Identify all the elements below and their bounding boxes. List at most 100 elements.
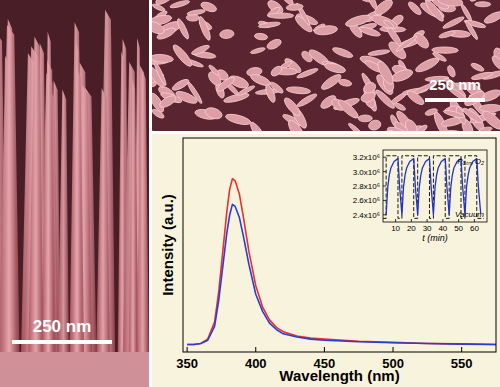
sem-column — [96, 88, 110, 352]
sem-flake — [336, 97, 361, 120]
sem-column — [42, 77, 54, 352]
sem-column — [58, 89, 69, 352]
sem-flake — [414, 55, 441, 74]
inset-line — [386, 159, 481, 215]
sem-flake — [464, 20, 479, 41]
sem-flake — [191, 44, 211, 57]
x-tick — [461, 347, 462, 352]
inset-x-tick — [427, 219, 428, 222]
inset-x-tick — [474, 219, 475, 222]
sem-flake — [370, 13, 399, 32]
sem-flake — [490, 54, 500, 71]
inset-x-axis-label: t (min) — [422, 233, 448, 243]
sem-flake — [278, 0, 295, 7]
sem-flake — [152, 60, 167, 86]
inset-y-tick — [383, 186, 386, 187]
spectrum-line — [187, 204, 496, 344]
sem-flake — [158, 94, 178, 110]
sem-flake — [438, 30, 455, 40]
sem-flake — [169, 0, 190, 9]
sem-flake — [443, 109, 465, 119]
inset-y-tick-label: 2.4x10⁶ — [353, 211, 380, 220]
sem-background — [152, 0, 500, 131]
sem-background — [0, 0, 149, 387]
sem-flake — [424, 107, 438, 116]
inset-marks — [383, 156, 484, 219]
sem-top-view — [152, 0, 500, 131]
sem-flake — [219, 29, 234, 39]
sem-substrate — [0, 352, 149, 387]
sem-flake — [362, 80, 378, 95]
sem-cross-section — [0, 0, 149, 387]
sem-flake — [461, 106, 484, 125]
sem-flake — [368, 49, 390, 57]
chart-background — [152, 134, 500, 387]
sem-flake — [442, 15, 465, 30]
sem-flake — [286, 3, 303, 11]
sem-flake — [479, 126, 493, 131]
sem-column — [0, 25, 20, 352]
sem-flake — [258, 21, 281, 29]
sem-flake — [394, 102, 407, 112]
scale-bar — [12, 340, 112, 344]
sem-flake — [225, 112, 252, 126]
sem-flake — [296, 67, 319, 79]
annotation: Vacuum — [455, 210, 484, 219]
annotation: Pₐₜₘ O₂ — [457, 157, 484, 166]
sem-flake — [412, 31, 431, 51]
x-tick — [187, 347, 188, 352]
sem-flake — [344, 13, 371, 29]
sem-column — [28, 37, 43, 352]
sem-flake — [480, 108, 500, 131]
sem-flake — [176, 18, 191, 41]
sem-flake — [483, 10, 500, 26]
sem-column — [41, 60, 55, 352]
sem-flake — [424, 0, 448, 3]
sem-flake — [248, 120, 270, 131]
inset-frame — [383, 150, 487, 222]
sem-flake — [152, 54, 174, 64]
sem-flake — [470, 62, 485, 73]
sem-column — [123, 62, 139, 352]
sem-flake — [171, 77, 190, 92]
inset-x-tick — [442, 219, 443, 222]
sem-flake — [286, 86, 311, 95]
sem-flake — [432, 47, 459, 54]
sem-flake — [197, 15, 212, 41]
inset-x-tick-label: 20 — [407, 224, 416, 233]
sem-flake — [360, 72, 377, 96]
sem-column — [70, 67, 84, 352]
sem-flake — [152, 130, 160, 131]
sem-flake — [374, 88, 397, 110]
plot-frame — [183, 138, 496, 352]
sem-flake — [152, 19, 166, 36]
sem-flake — [383, 19, 395, 30]
sem-flake — [204, 106, 224, 121]
sem-flake — [174, 89, 198, 106]
inset-x-tick-label: 40 — [438, 224, 447, 233]
inset-y-tick — [383, 200, 386, 201]
sem-flake — [407, 0, 423, 16]
sem-flake — [268, 13, 294, 18]
sem-flake — [254, 33, 268, 41]
inset-y-tick-label: 3.0x10⁶ — [353, 168, 380, 177]
scale-label: 250 nm — [33, 317, 92, 336]
sem-flake — [390, 67, 414, 83]
inset-x-tick-label: 50 — [454, 224, 463, 233]
inset-y-tick — [383, 214, 386, 215]
sem-flake — [266, 37, 283, 51]
sem-flake — [375, 59, 396, 86]
sem-flake — [236, 84, 255, 96]
inset-y-tick — [383, 171, 386, 172]
figure: 250 nm250 nm350400450500550Wavelength (n… — [0, 0, 500, 387]
sem-flake — [395, 34, 418, 52]
sem-flake — [215, 75, 236, 93]
y-axis-label: Intensity (a.u.) — [159, 194, 176, 296]
sem-column — [129, 79, 138, 352]
sem-flake — [324, 61, 347, 74]
inset-y-tick-label: 3.2x10⁶ — [353, 153, 380, 162]
sem-flake — [269, 64, 283, 77]
sem-flake — [171, 43, 194, 69]
sem-flake — [338, 78, 352, 87]
sem-flake — [347, 122, 363, 131]
